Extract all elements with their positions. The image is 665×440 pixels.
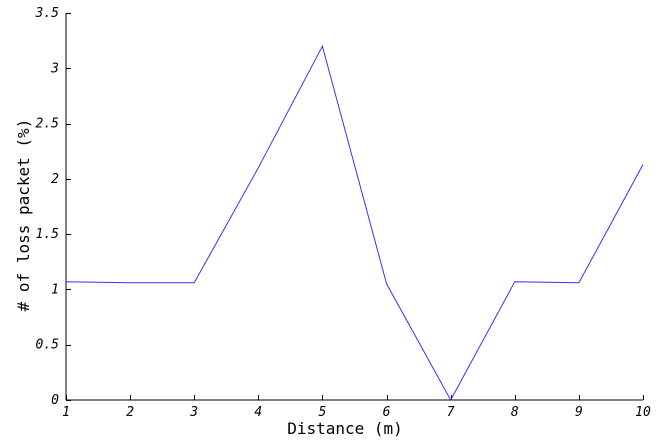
x-tick-label: 6	[383, 405, 391, 420]
x-tick-label: 4	[254, 405, 262, 420]
y-tick-labels: 0 0.5 1 1.5 2 2.5 3 3.5	[35, 6, 60, 408]
y-tick-label: 3.5	[35, 6, 60, 21]
x-tick-label: 2	[126, 405, 134, 420]
series-lines	[65, 44, 644, 402]
y-tick-label: 1	[51, 282, 59, 297]
x-tick-labels: 1 2 3 4 5 6 7 8 9 10	[62, 405, 651, 420]
x-tick-label: 10	[635, 405, 651, 420]
x-tick-label: 9	[575, 405, 583, 420]
x-tick-label: 1	[62, 405, 70, 420]
tick-marks	[66, 13, 644, 401]
x-axis-label: Distance (m)	[287, 419, 403, 438]
x-tick-label: 3	[189, 405, 198, 420]
axes	[65, 13, 643, 401]
y-tick-label: 2	[51, 172, 59, 187]
y-tick-label: 2.5	[36, 117, 60, 132]
y-tick-label: 0	[51, 393, 59, 408]
y-axis-label: # of loss packet (%)	[14, 119, 33, 312]
x-tick-label: 8	[511, 405, 519, 420]
y-tick-label: 1.5	[36, 227, 60, 242]
y-tick-label: 3	[50, 61, 59, 76]
x-tick-label: 7	[447, 405, 455, 420]
y-tick-label: 0.5	[36, 338, 60, 353]
x-tick-label: 5	[319, 405, 327, 420]
series-line-0	[65, 44, 644, 402]
